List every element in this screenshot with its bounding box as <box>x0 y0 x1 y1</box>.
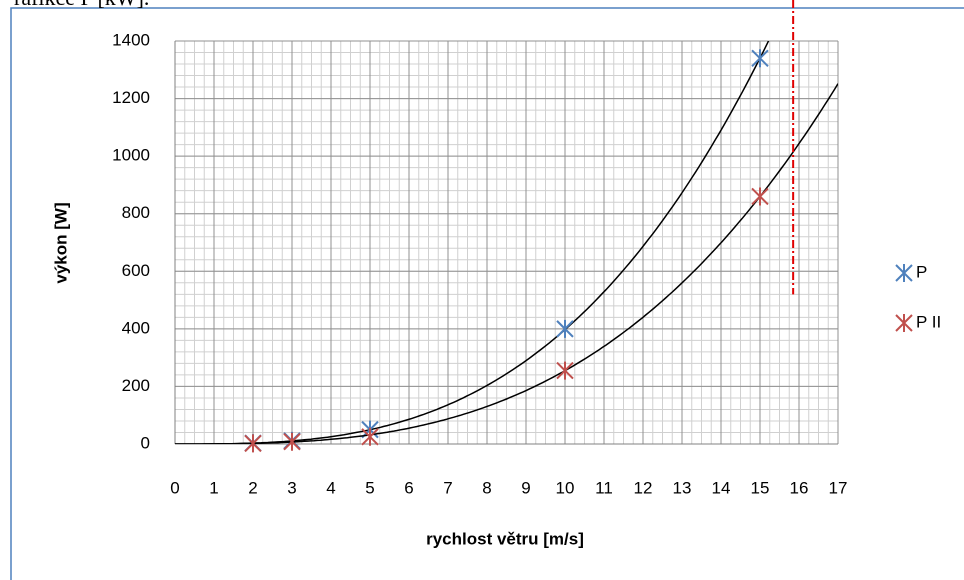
legend-label: P II <box>916 312 941 331</box>
x-tick-label: 14 <box>712 478 731 497</box>
x-tick-label: 13 <box>673 478 692 497</box>
caption: rafikce P [kW]. <box>14 0 149 10</box>
y-tick-label: 200 <box>122 376 150 395</box>
point <box>244 434 262 453</box>
x-tick-label: 15 <box>751 478 770 497</box>
point <box>556 361 574 380</box>
marker-shape <box>556 361 574 380</box>
x-tick-label: 17 <box>829 478 848 497</box>
legend-label: P <box>916 262 927 281</box>
marker-shape <box>556 319 574 338</box>
marker-shape <box>895 264 913 282</box>
trendline <box>175 41 770 444</box>
x-tick-label: 11 <box>595 478 613 497</box>
x-tick-label: 3 <box>287 478 296 497</box>
y-tick-label: 1000 <box>112 146 150 165</box>
y-tick-label: 400 <box>122 318 150 337</box>
point <box>283 432 301 451</box>
x-tick-label: 9 <box>521 478 530 497</box>
x-tick-label: 0 <box>170 478 179 497</box>
y-tick-label: 600 <box>122 261 150 280</box>
x-tick-label: 7 <box>443 478 452 497</box>
marker-shape <box>751 187 769 206</box>
y-tick-label: 1400 <box>112 30 150 49</box>
frame <box>10 7 964 580</box>
x-tick-label: 6 <box>404 478 413 497</box>
legend-marker <box>895 314 913 332</box>
x-tick-label: 16 <box>790 478 809 497</box>
x-tick-label: 2 <box>248 478 257 497</box>
x-axis-title: rychlost větru [m/s] <box>426 529 584 548</box>
marker-shape <box>283 432 301 451</box>
legend-marker <box>895 264 913 282</box>
x-tick-label: 8 <box>482 478 491 497</box>
y-tick-label: 0 <box>141 433 150 452</box>
point <box>361 427 379 446</box>
marker-shape <box>895 314 913 332</box>
y-axis-title: výkon [W] <box>51 202 70 283</box>
y-tick-label: 1200 <box>112 88 150 107</box>
point <box>751 187 769 206</box>
marker-shape <box>751 49 769 68</box>
x-tick-label: 10 <box>556 478 575 497</box>
x-tick-label: 4 <box>326 478 335 497</box>
y-tick-label: 800 <box>122 203 150 222</box>
marker-shape <box>361 427 379 446</box>
trendline <box>175 83 838 444</box>
x-tick-label: 5 <box>365 478 374 497</box>
x-tick-label: 12 <box>634 478 653 497</box>
point <box>751 49 769 68</box>
point <box>556 319 574 338</box>
x-tick-label: 1 <box>209 478 218 497</box>
marker-shape <box>244 434 262 453</box>
